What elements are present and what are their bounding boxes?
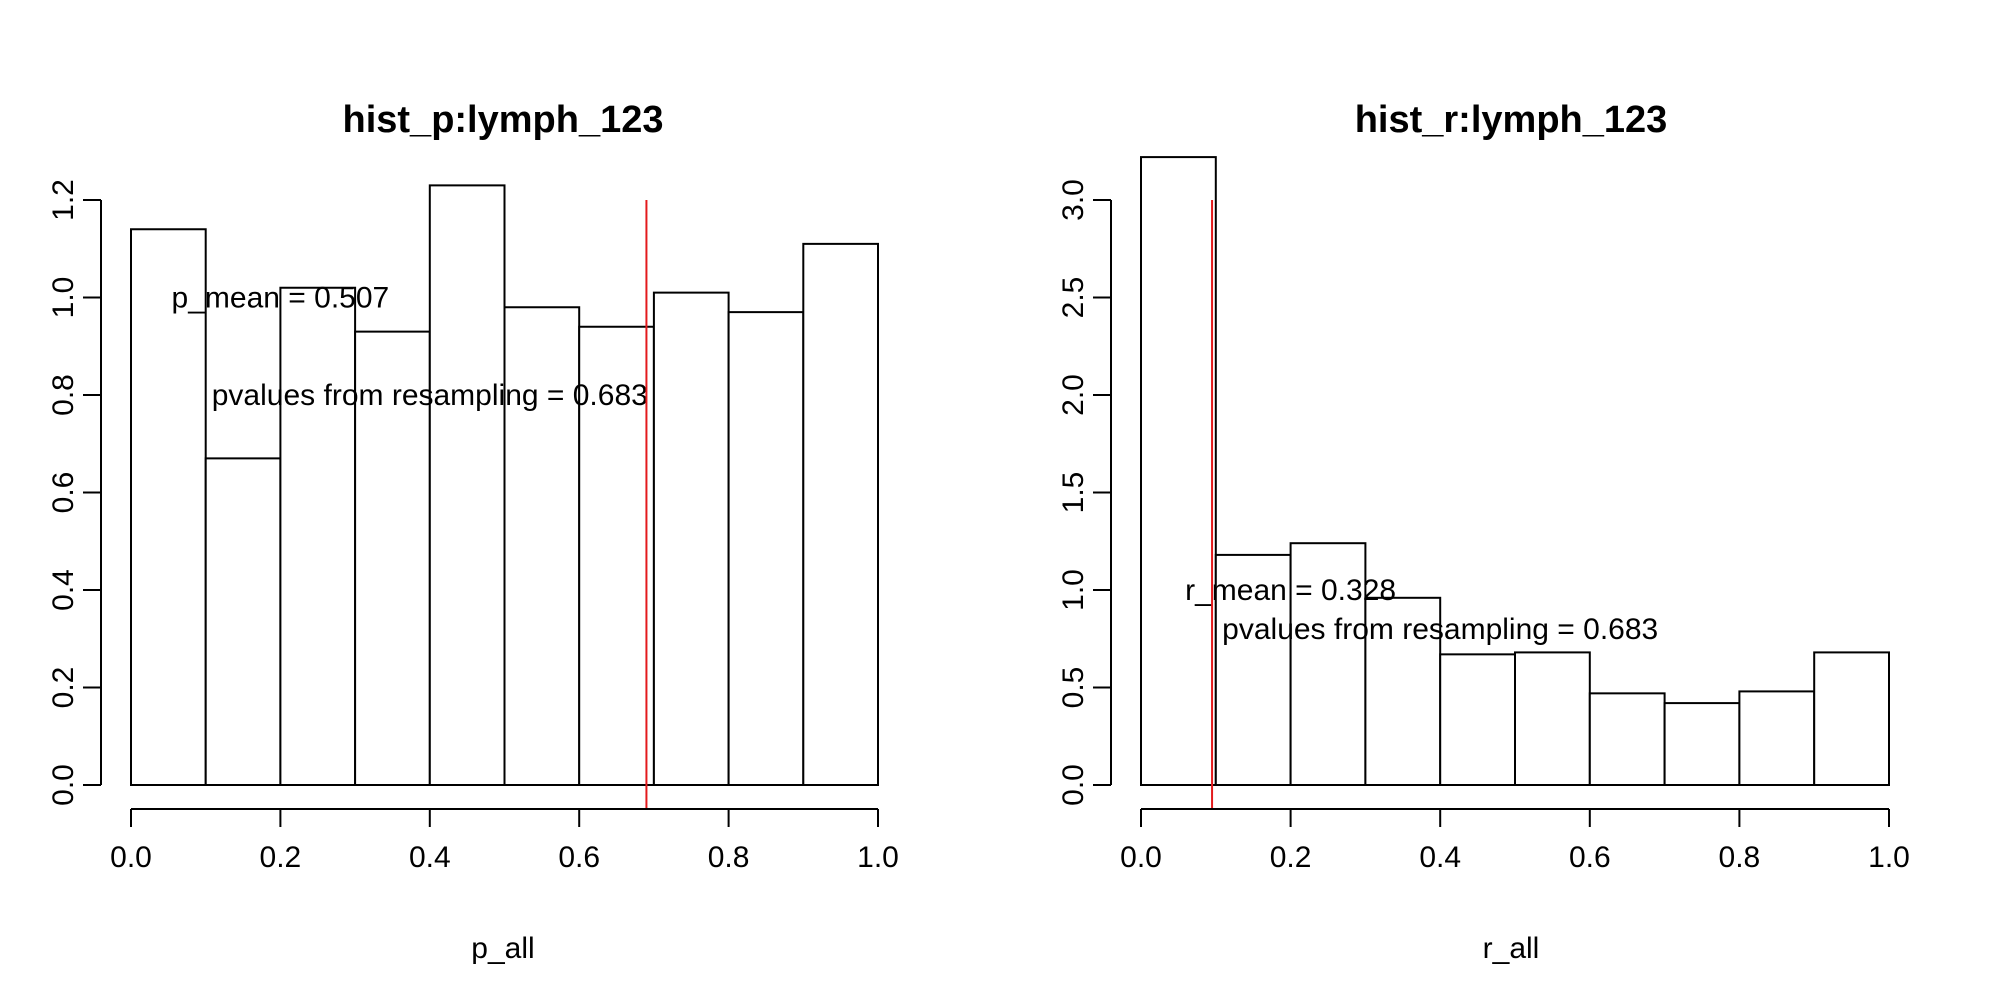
- x-tick-label: 1.0: [857, 841, 899, 874]
- histogram-bar: [130, 228, 207, 786]
- y-tick-label: 0.8: [47, 374, 80, 416]
- histogram-bar: [1588, 692, 1666, 786]
- x-axis: 0.0 0.2 0.4 0.6 0.8 1.0: [1120, 808, 1910, 874]
- histogram-bar: [354, 330, 431, 786]
- histogram-bar: [802, 242, 879, 786]
- x-axis-label: p_all: [471, 932, 534, 965]
- x-tick-label: 0.0: [110, 841, 152, 874]
- y-tick-label: 0.2: [47, 667, 80, 709]
- chart-title: hist_r:lymph_123: [1355, 99, 1668, 141]
- y-tick-label: 1.2: [47, 179, 80, 221]
- x-tick-label: 1.0: [1868, 841, 1910, 874]
- annotation-group: r_mean = 0.328 pvalues from resampling = …: [1185, 574, 1658, 646]
- histogram-bar: [1738, 690, 1816, 787]
- x-tick-label: 0.2: [1270, 841, 1312, 874]
- x-tick-label: 0.2: [260, 841, 302, 874]
- x-tick-label: 0.0: [1120, 841, 1162, 874]
- y-tick-label: 0.6: [47, 472, 80, 514]
- x-tick-label: 0.8: [1719, 841, 1761, 874]
- y-tick-label: 1.0: [1057, 569, 1090, 611]
- x-tick-label: 0.6: [1569, 841, 1611, 874]
- y-axis: 0.0 0.5 1.0 1.5 2.0 2.5 3.0: [1057, 179, 1112, 806]
- y-tick-label: 0.4: [47, 569, 80, 611]
- y-tick-label: 2.5: [1057, 277, 1090, 319]
- x-axis-label: r_all: [1483, 932, 1540, 965]
- histogram-bar: [1439, 653, 1516, 786]
- annotation-text: p_mean = 0.507: [172, 282, 390, 315]
- histogram-bar: [279, 286, 357, 786]
- x-tick-label: 0.6: [558, 841, 600, 874]
- histogram-bar: [578, 325, 655, 786]
- chart-title: hist_p:lymph_123: [343, 99, 664, 141]
- annotation-text: pvalues from resampling = 0.683: [212, 379, 648, 412]
- histogram-bar: [1813, 651, 1890, 787]
- y-tick-label: 1.5: [1057, 472, 1090, 514]
- y-tick-label: 0.5: [1057, 667, 1090, 709]
- y-tick-label: 1.0: [47, 277, 80, 319]
- histogram-panel-r: hist_r:lymph_123 r_all r_mean = 0.328 pva…: [1057, 99, 1910, 965]
- histogram-bar: [1214, 553, 1292, 787]
- x-tick-label: 0.4: [1419, 841, 1461, 874]
- histogram-bar: [1514, 651, 1591, 787]
- histogram-bar: [204, 457, 282, 786]
- bar-group: [1140, 156, 1890, 787]
- annotation-text: pvalues from resampling = 0.683: [1222, 613, 1658, 646]
- y-axis: 0.0 0.2 0.4 0.6 0.8 1.0 1.2: [47, 179, 102, 806]
- y-tick-label: 2.0: [1057, 374, 1090, 416]
- histogram-bar: [1663, 702, 1741, 786]
- histogram-bar: [652, 291, 730, 786]
- annotation-text: r_mean = 0.328: [1185, 574, 1396, 607]
- histogram-panel-p: hist_p:lymph_123 p_all p_mean = 0.507 pva…: [47, 99, 899, 965]
- histogram-bar: [727, 311, 805, 786]
- histogram-bar: [1364, 596, 1442, 786]
- x-tick-label: 0.4: [409, 841, 451, 874]
- bar-group: [130, 184, 879, 786]
- histogram-bar: [1289, 542, 1367, 787]
- y-tick-label: 0.0: [1057, 764, 1090, 806]
- histogram-bar: [503, 306, 581, 786]
- y-tick-label: 0.0: [47, 764, 80, 806]
- annotation-group: p_mean = 0.507 pvalues from resampling = …: [172, 282, 648, 413]
- x-tick-label: 0.8: [708, 841, 750, 874]
- y-tick-label: 3.0: [1057, 179, 1090, 221]
- histogram-bar: [1140, 156, 1217, 787]
- x-axis: 0.0 0.2 0.4 0.6 0.8 1.0: [110, 808, 899, 874]
- histogram-bar: [428, 184, 506, 786]
